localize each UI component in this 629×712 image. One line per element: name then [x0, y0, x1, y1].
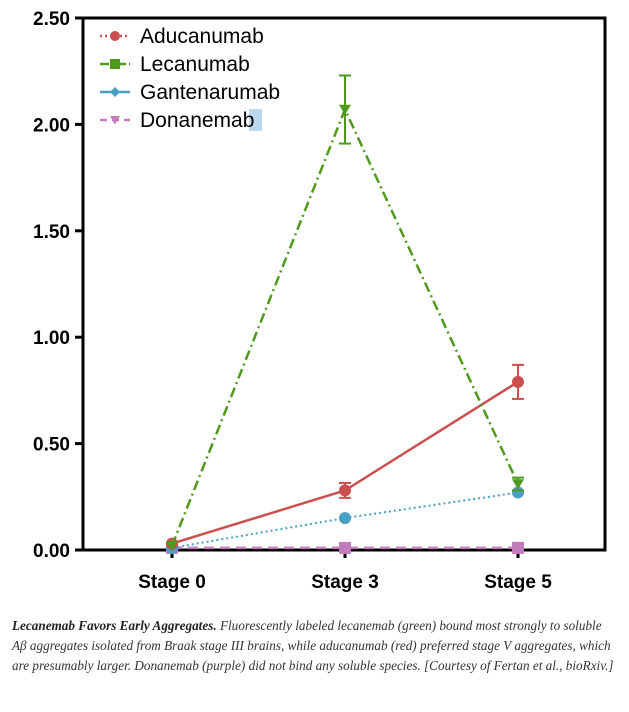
data-point-lecanumab: [339, 104, 351, 115]
legend-label-aducanumab: Aducanumab: [140, 25, 264, 48]
legend-swatch-marker-aducanumab: [110, 31, 120, 41]
y-tick-label: 1.00: [33, 328, 70, 349]
y-tick-label: 1.50: [33, 222, 70, 243]
x-tick-label: Stage 0: [138, 572, 206, 593]
series-line-lecanumab: [170, 108, 520, 547]
data-point-donanemab: [512, 541, 524, 554]
y-tick-label: 0.50: [33, 435, 70, 456]
x-tick-label: Stage 5: [484, 572, 552, 593]
data-point-lecanumab: [166, 540, 178, 552]
legend-swatch-marker-donanemab: [110, 116, 120, 125]
data-point-aducanumab: [512, 375, 524, 388]
data-point-donanemab: [339, 541, 351, 554]
x-tick-label: Stage 3: [311, 572, 379, 593]
caption-body: Fluorescently labeled lecanemab (green) …: [12, 618, 614, 673]
legend-text-highlight: [249, 109, 262, 131]
y-tick-label: 0.00: [33, 541, 70, 562]
legend-label-gantenarumab: Gantenarumab: [140, 81, 280, 104]
legend-label-lecanumab: Lecanumab: [140, 53, 250, 76]
chart-area: 0.00 0.50 1.00 1.50 2.00 2.50 Stage 0 Stage 3 St…: [33, 9, 607, 593]
line-chart: 0.00 0.50 1.00 1.50 2.00 2.50 Stage 0 Stage 3 St…: [33, 9, 607, 593]
legend-swatch-marker-lecanumab: [110, 59, 120, 69]
caption-title: Lecanemab Favors Early Aggregates.: [12, 618, 217, 633]
legend-swatch-marker-gantenarumab: [110, 87, 120, 97]
data-point-aducanumab: [339, 484, 351, 497]
y-tick-label: 2.50: [33, 9, 70, 30]
legend-label-donanemab: Donanemab: [140, 109, 254, 132]
data-point-lecanumab: [512, 479, 524, 490]
figure-caption: Lecanemab Favors Early Aggregates. Fluor…: [12, 616, 617, 676]
y-tick-label: 2.00: [33, 115, 70, 136]
data-point-gantenarumab: [339, 512, 351, 525]
